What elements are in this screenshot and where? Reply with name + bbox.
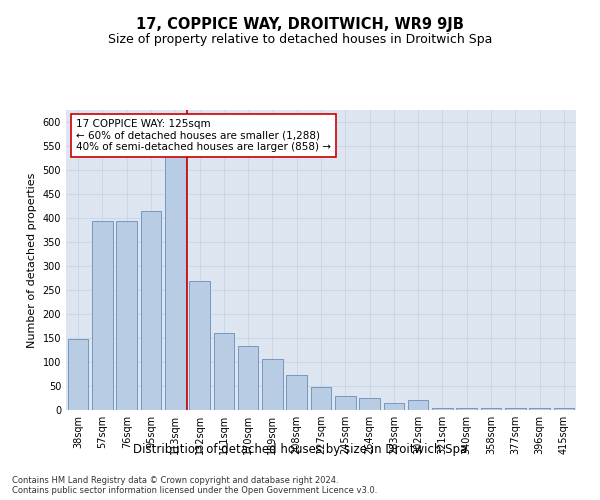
Bar <box>359 398 380 410</box>
Text: Contains HM Land Registry data © Crown copyright and database right 2024.
Contai: Contains HM Land Registry data © Crown c… <box>12 476 377 495</box>
Bar <box>92 222 113 410</box>
Bar <box>311 387 331 410</box>
Text: Size of property relative to detached houses in Droitwich Spa: Size of property relative to detached ho… <box>108 32 492 46</box>
Bar <box>335 396 356 410</box>
Text: 17, COPPICE WAY, DROITWICH, WR9 9JB: 17, COPPICE WAY, DROITWICH, WR9 9JB <box>136 18 464 32</box>
Bar <box>68 339 88 410</box>
Bar <box>189 282 210 410</box>
Text: 17 COPPICE WAY: 125sqm
← 60% of detached houses are smaller (1,288)
40% of semi-: 17 COPPICE WAY: 125sqm ← 60% of detached… <box>76 119 331 152</box>
Bar <box>505 408 526 410</box>
Bar <box>214 333 234 410</box>
Bar <box>529 408 550 410</box>
Bar <box>457 408 477 410</box>
Bar <box>383 403 404 410</box>
Bar <box>481 408 502 410</box>
Bar <box>262 358 283 410</box>
Bar <box>140 211 161 410</box>
Bar <box>408 400 428 410</box>
Bar <box>116 222 137 410</box>
Bar <box>432 408 453 410</box>
Bar <box>286 375 307 410</box>
Text: Distribution of detached houses by size in Droitwich Spa: Distribution of detached houses by size … <box>133 442 467 456</box>
Bar <box>238 346 259 410</box>
Bar <box>554 408 574 410</box>
Y-axis label: Number of detached properties: Number of detached properties <box>27 172 37 348</box>
Bar <box>165 156 185 410</box>
